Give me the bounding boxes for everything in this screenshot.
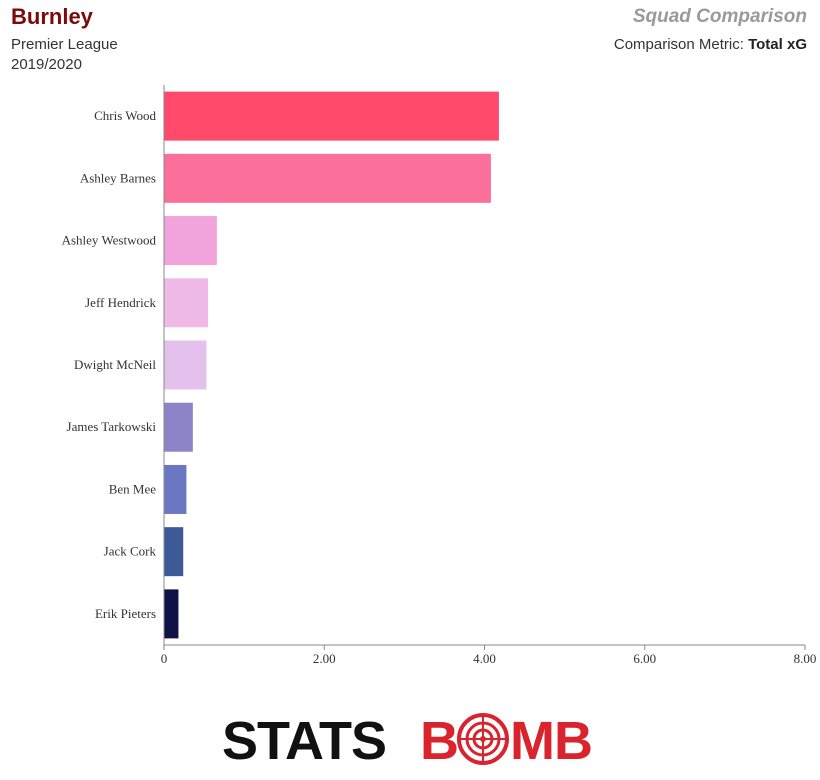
bar [164,402,193,452]
category-label: Jeff Hendrick [85,295,156,310]
bar-chart: Chris Wood Ashley Barnes Ashley Westwood Je… [62,85,817,666]
category-label: Chris Wood [94,108,156,123]
metric-line: Comparison Metric: Total xG [614,36,807,53]
x-tick-label: 4.00 [473,651,496,666]
logo-right-mb: MB [510,711,592,771]
x-tick-label: 2.00 [313,651,336,666]
bar [164,216,217,266]
category-label: Erik Pieters [95,606,156,621]
team-title: Burnley [11,4,93,29]
category-label: Jack Cork [104,544,157,559]
category-label: Ashley Barnes [80,170,156,185]
metric-label: Comparison Metric: [613,36,744,53]
statsbomb-logo: STATS B MB [222,711,593,771]
metric-value: Total xG [748,36,807,53]
bar [164,464,187,514]
season-label: 2019/2020 [11,56,82,73]
category-label: James Tarkowski [67,419,157,434]
bar [164,91,499,141]
comparison-title: Squad Comparison [632,6,807,27]
logo-left-text: STATS [222,711,386,771]
bar [164,153,491,203]
statsbomb-wordmark: STATS B MB [222,711,593,771]
x-tick-label: 8.00 [794,651,817,666]
bar [164,589,179,639]
bar [164,340,207,390]
competition-label: Premier League [11,36,118,53]
bar [164,278,209,328]
category-label: Dwight McNeil [74,357,156,372]
bar [164,527,184,577]
category-label: Ben Mee [109,481,157,496]
logo-right-b: B [420,711,458,771]
x-tick-label: 6.00 [633,651,656,666]
bomb-target-icon [457,713,509,765]
x-tick-label: 0 [161,651,168,666]
category-label: Ashley Westwood [62,233,157,248]
